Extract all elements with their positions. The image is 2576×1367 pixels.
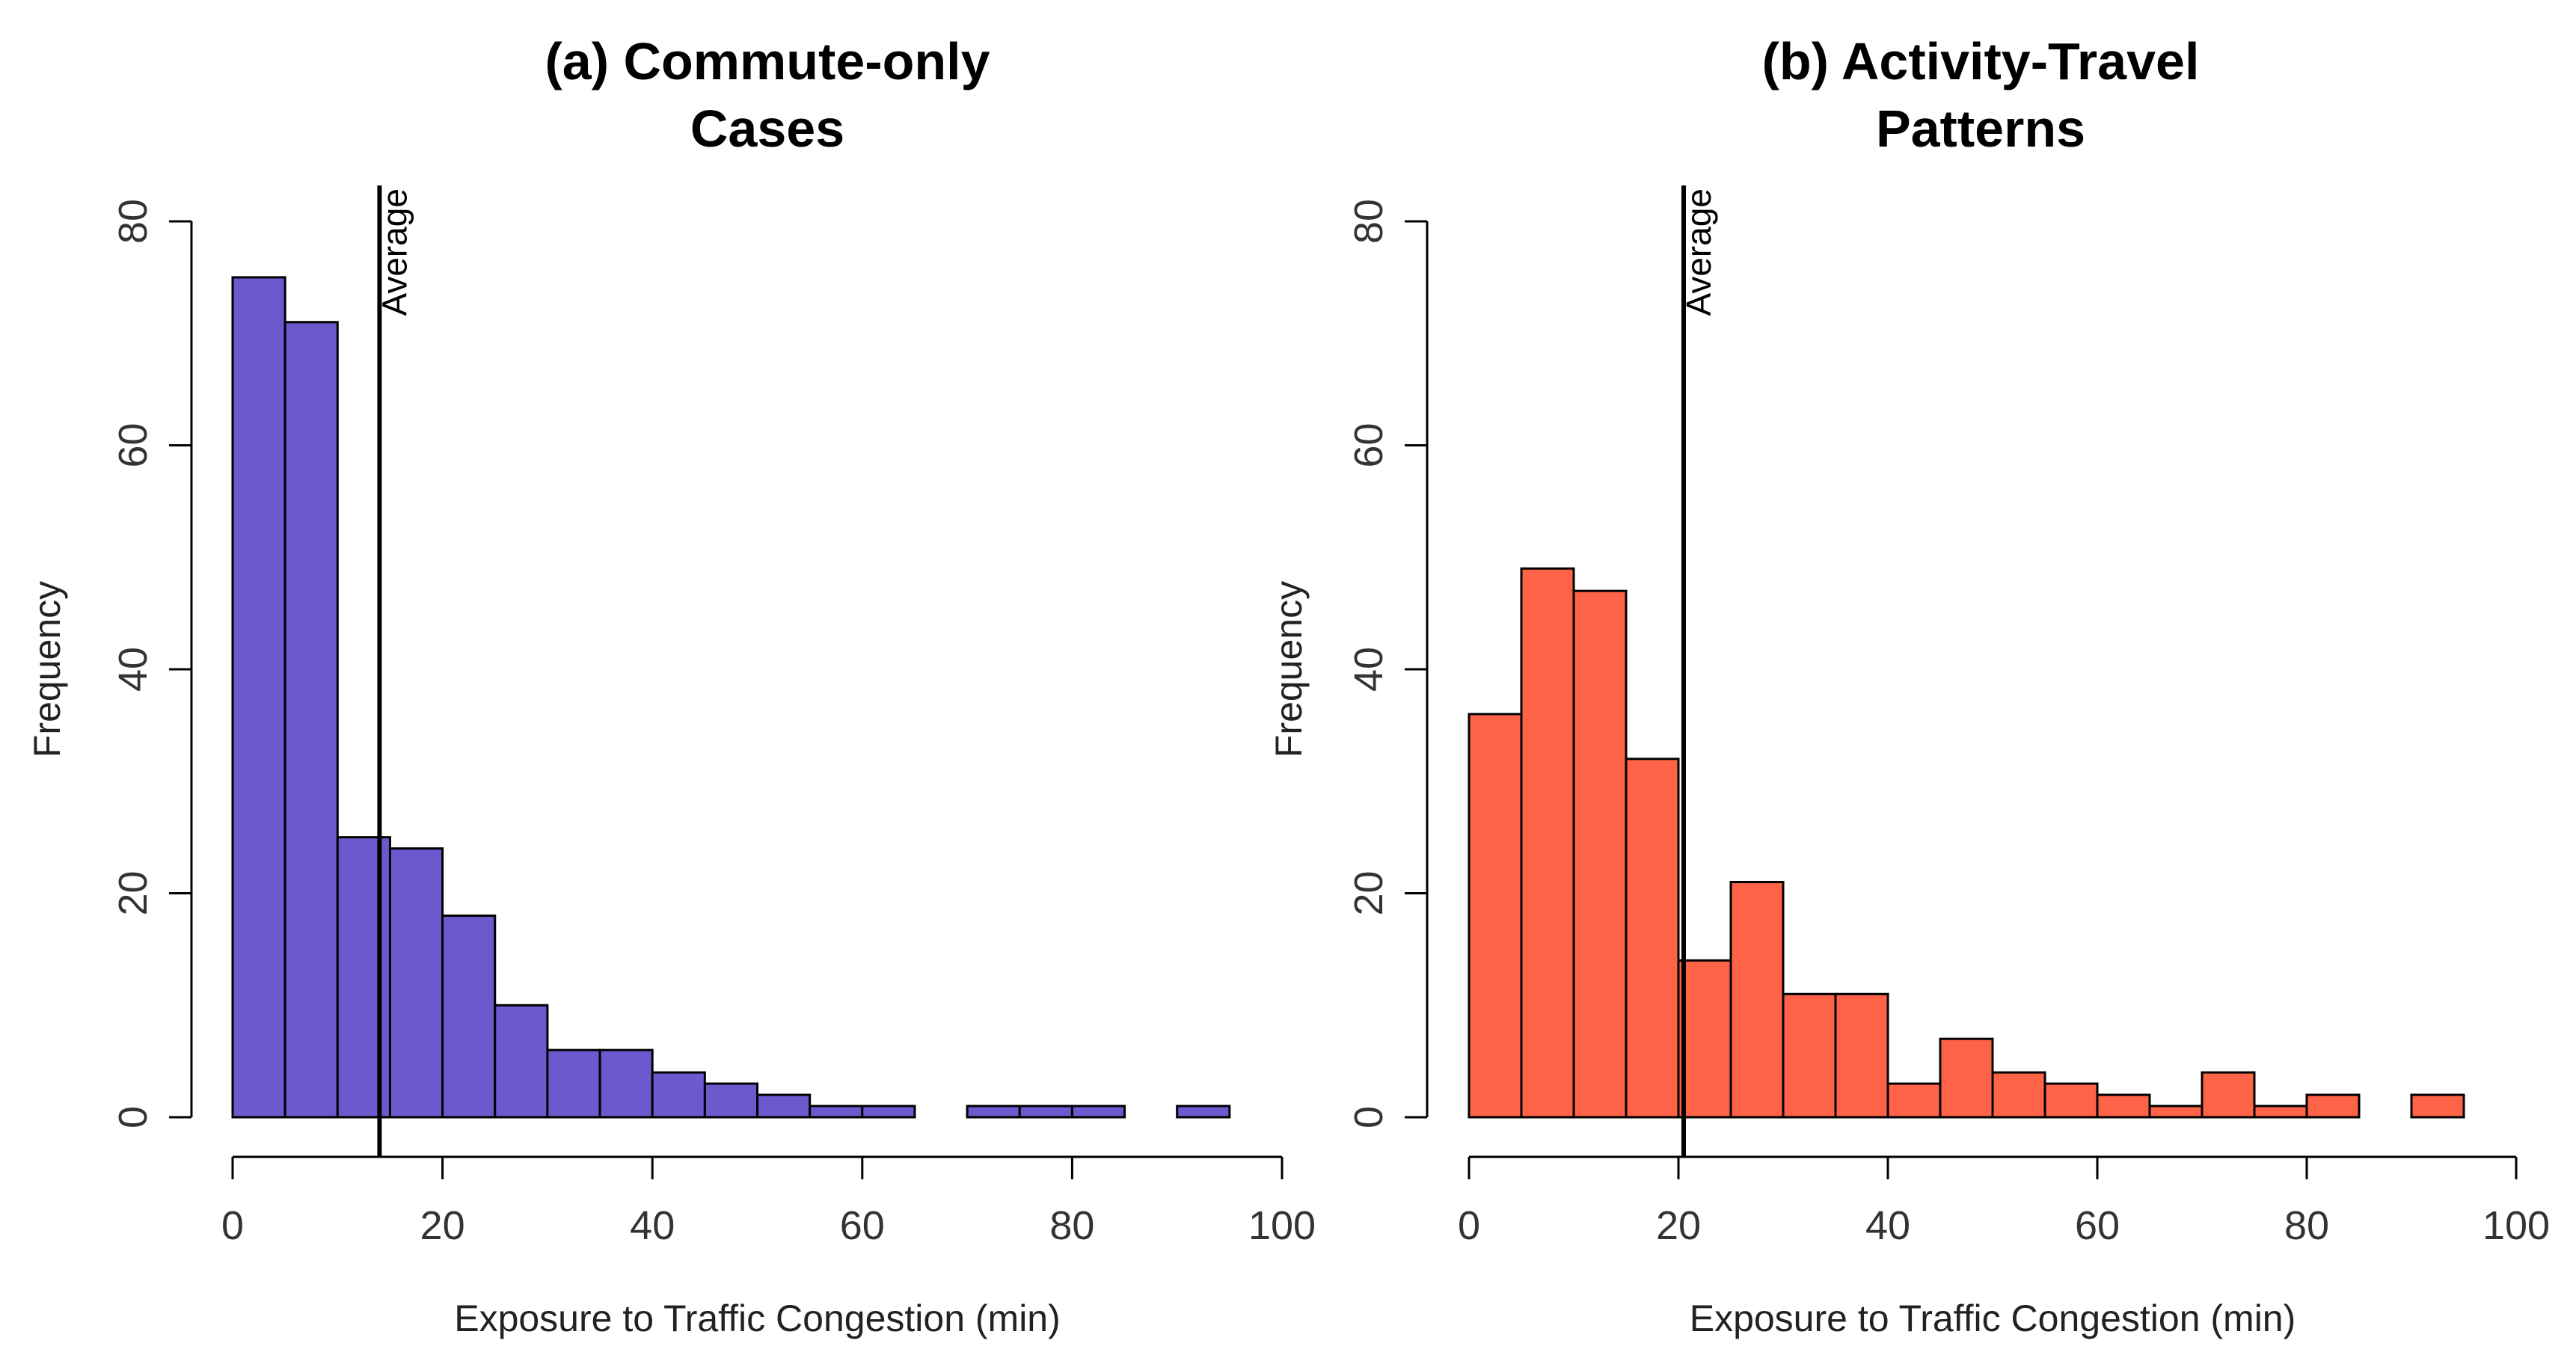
histogram-bar bbox=[598, 1048, 654, 1119]
chart-title-line: Cases bbox=[690, 99, 844, 158]
histogram-bar bbox=[1991, 1071, 2046, 1119]
histogram-bar bbox=[1176, 1105, 1231, 1119]
histogram-bar bbox=[494, 1004, 549, 1119]
y-tick-label: 60 bbox=[111, 423, 156, 467]
x-axis-label: Exposure to Traffic Congestion (min) bbox=[454, 1297, 1061, 1339]
histogram-bar bbox=[1677, 959, 1732, 1119]
y-tick-label: 40 bbox=[1346, 647, 1391, 692]
y-axis-label: Frequency bbox=[26, 581, 68, 758]
histogram-bar bbox=[546, 1048, 601, 1119]
histogram-bar bbox=[2043, 1082, 2099, 1119]
histogram-bar bbox=[2201, 1071, 2256, 1119]
histogram-bar bbox=[651, 1071, 706, 1119]
x-tick-label: 100 bbox=[1248, 1203, 1316, 1248]
histogram-bar bbox=[336, 836, 391, 1119]
histogram-bar bbox=[283, 321, 339, 1119]
x-tick-label: 40 bbox=[1865, 1203, 1910, 1248]
chart-title-line: (b) Activity-Travel bbox=[1762, 32, 2200, 90]
x-tick-label: 0 bbox=[221, 1203, 244, 1248]
histogram-bar bbox=[1939, 1037, 1994, 1119]
histogram-bar bbox=[1886, 1082, 1942, 1119]
histogram-bar bbox=[1520, 567, 1575, 1119]
histogram-bar bbox=[966, 1105, 1021, 1119]
histogram-bar bbox=[2410, 1093, 2465, 1119]
histogram-bar bbox=[1625, 758, 1680, 1119]
chart-title-line: (a) Commute-only bbox=[545, 32, 990, 90]
histogram-bar bbox=[809, 1105, 864, 1119]
histogram-bar bbox=[2148, 1105, 2204, 1119]
average-label: Average bbox=[375, 188, 414, 316]
histogram-bar bbox=[703, 1082, 758, 1119]
x-axis-label: Exposure to Traffic Congestion (min) bbox=[1690, 1297, 2296, 1339]
y-tick-label: 60 bbox=[1346, 423, 1391, 467]
y-tick-label: 20 bbox=[1346, 870, 1391, 915]
histogram-bar bbox=[1018, 1105, 1073, 1119]
histogram-bar bbox=[1834, 992, 1889, 1119]
histogram-bar bbox=[1729, 881, 1785, 1119]
y-tick-label: 0 bbox=[111, 1106, 156, 1128]
y-tick-label: 40 bbox=[111, 647, 156, 692]
histogram-bar bbox=[441, 914, 497, 1119]
histogram-bar bbox=[388, 847, 444, 1119]
x-tick-label: 20 bbox=[420, 1203, 465, 1248]
panel-activity-travel: (b) Activity-Travel Patterns 0 20 40 60 80 0 20 4… bbox=[1268, 32, 2550, 1339]
histogram-bar bbox=[1070, 1105, 1126, 1119]
x-tick-label: 80 bbox=[1049, 1203, 1094, 1248]
x-tick-label: 20 bbox=[1656, 1203, 1701, 1248]
x-tick-label: 80 bbox=[2284, 1203, 2329, 1248]
histogram-bar bbox=[1572, 589, 1628, 1119]
histogram-bar bbox=[2253, 1105, 2308, 1119]
histogram-bar bbox=[231, 276, 286, 1119]
histogram-bar bbox=[756, 1093, 812, 1119]
x-tick-label: 40 bbox=[630, 1203, 675, 1248]
histogram-bar bbox=[861, 1105, 916, 1119]
y-tick-label: 20 bbox=[111, 870, 156, 915]
y-tick-label: 80 bbox=[1346, 199, 1391, 244]
average-label: Average bbox=[1679, 188, 1718, 316]
y-axis-label: Frequency bbox=[1268, 581, 1310, 758]
histogram-bar bbox=[2305, 1093, 2361, 1119]
y-tick-label: 0 bbox=[1346, 1106, 1391, 1128]
y-tick-label: 80 bbox=[111, 199, 156, 244]
histogram-bar bbox=[1468, 713, 1523, 1119]
panel-commute-only: (a) Commute-only Cases 0 20 40 60 80 0 20 40 60 80 1… bbox=[26, 32, 1316, 1339]
histogram-bar bbox=[1782, 992, 1837, 1119]
x-tick-label: 100 bbox=[2483, 1203, 2550, 1248]
chart-title-line: Patterns bbox=[1876, 99, 2085, 158]
x-tick-label: 60 bbox=[2075, 1203, 2120, 1248]
x-tick-label: 0 bbox=[1458, 1203, 1480, 1248]
histogram-bar bbox=[2096, 1093, 2151, 1119]
x-tick-label: 60 bbox=[840, 1203, 885, 1248]
